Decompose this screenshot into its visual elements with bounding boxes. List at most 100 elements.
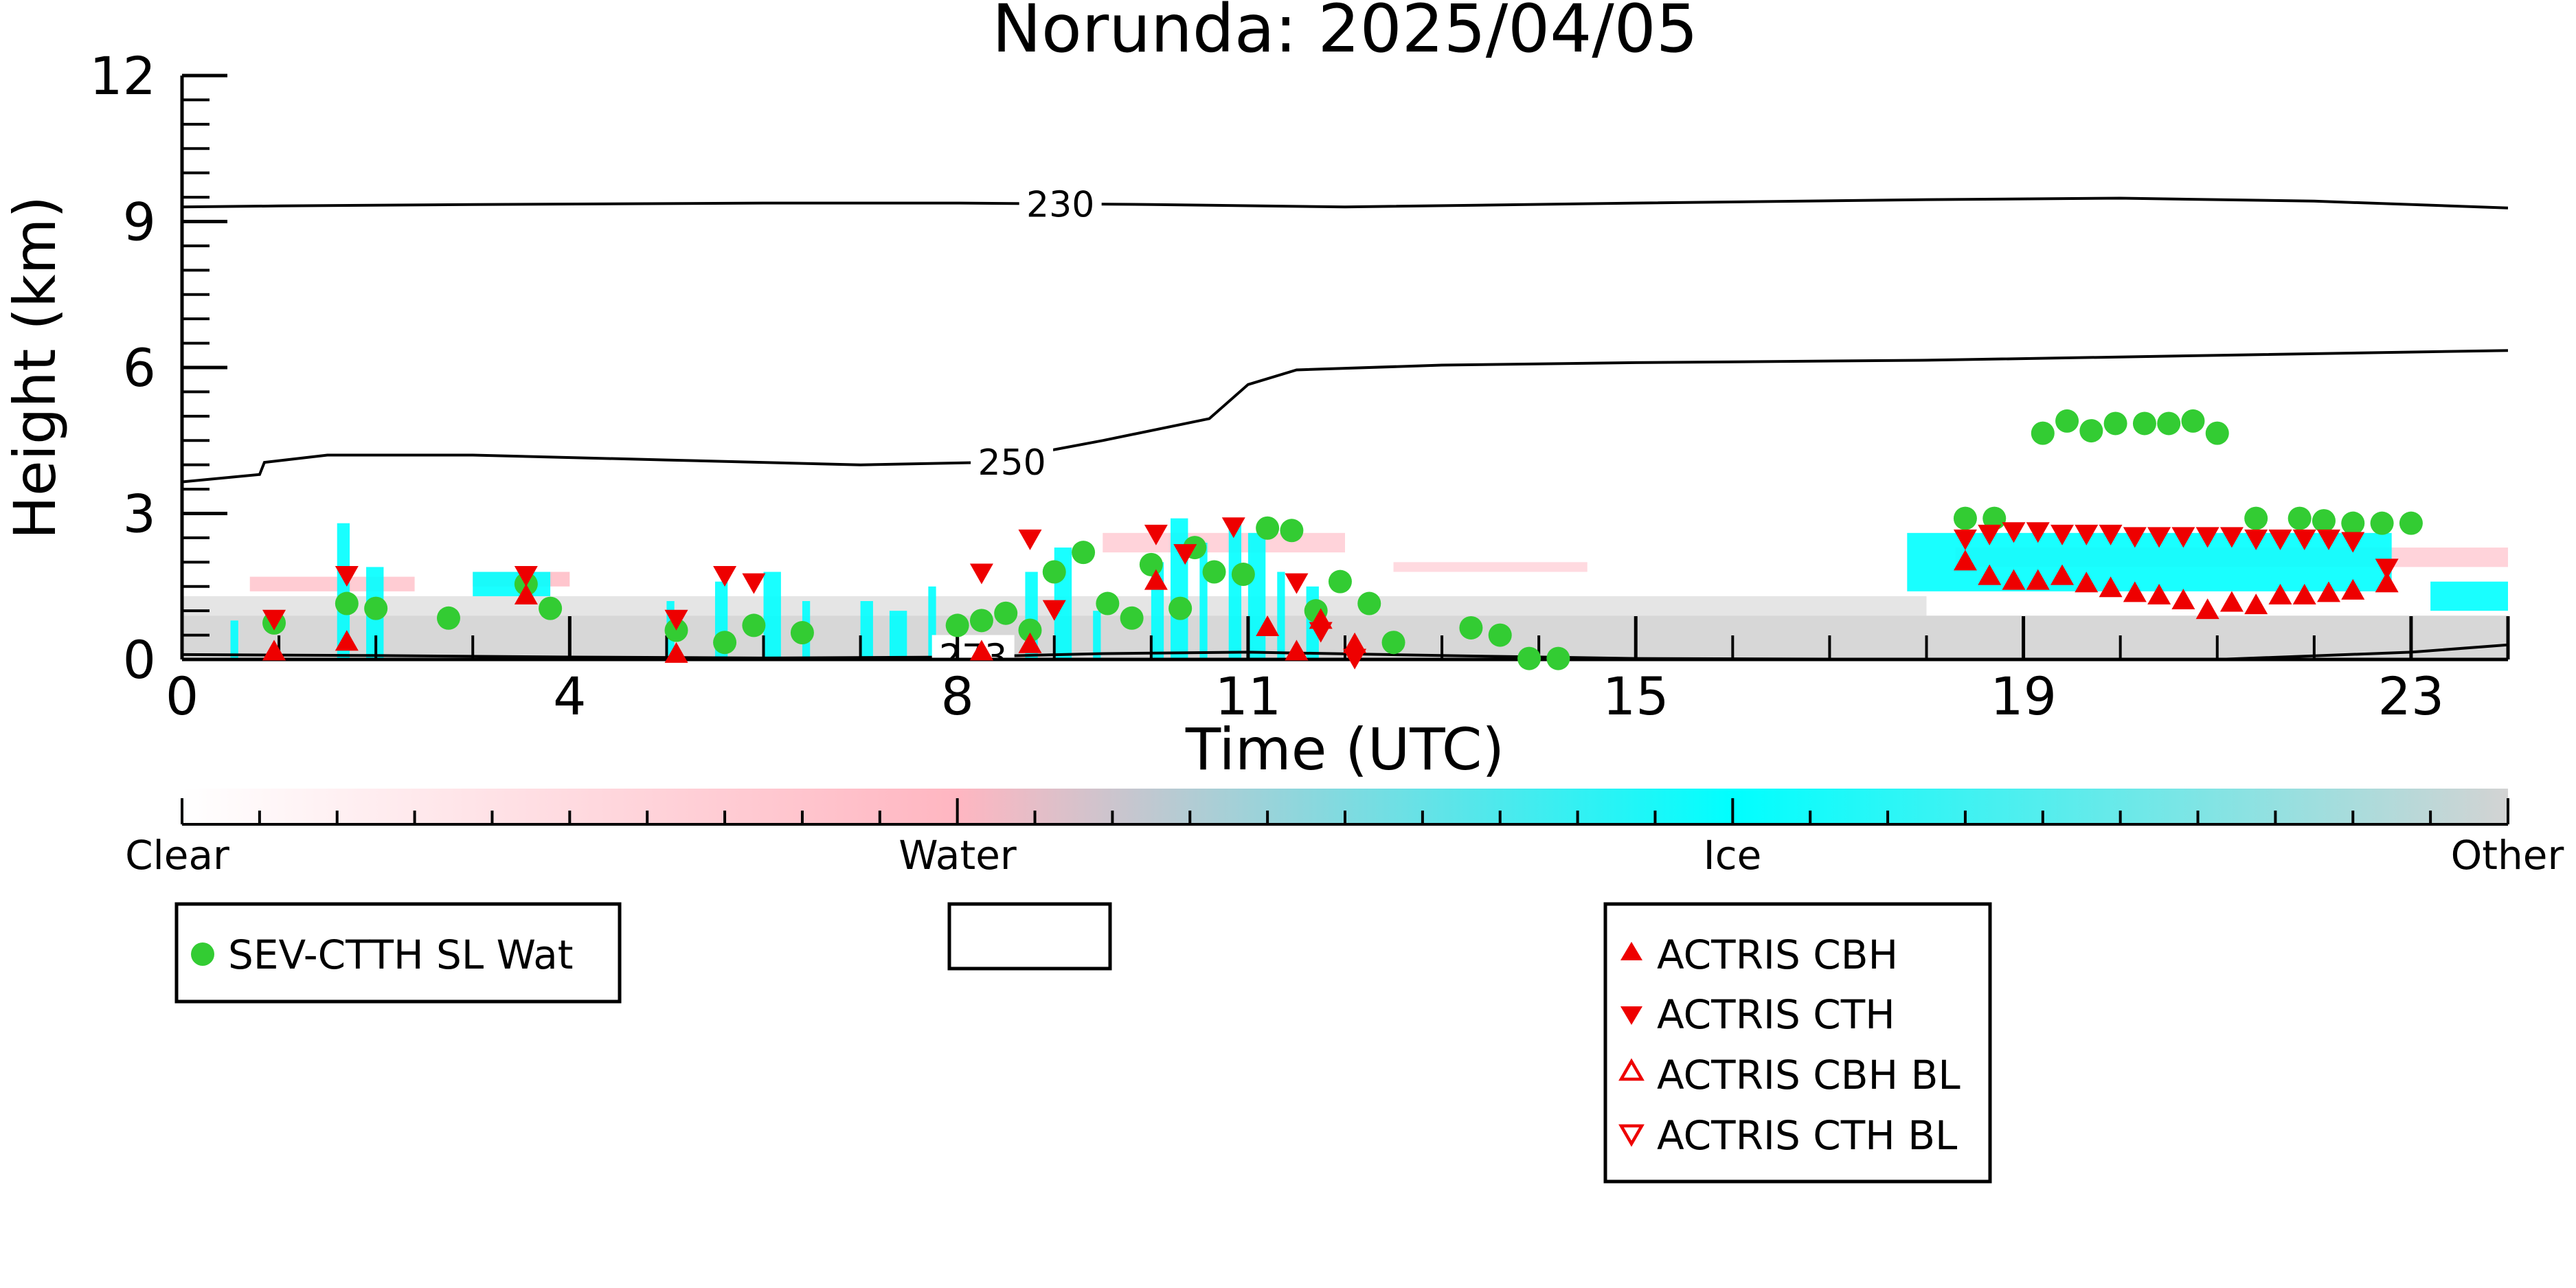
marker-sev-ctth-sl-wat — [1357, 591, 1381, 615]
marker-sev-ctth-sl-wat — [1546, 646, 1570, 670]
marker-actris-cth — [1173, 544, 1197, 565]
colorbar-label-water: Water — [899, 832, 1017, 879]
cloud-mask-column — [860, 601, 873, 659]
marker-sev-ctth-sl-wat — [1096, 591, 1120, 615]
marker-sev-ctth-sl-wat — [742, 613, 766, 637]
contour-label: 250 — [978, 442, 1046, 484]
marker-sev-ctth-sl-wat — [2157, 411, 2181, 436]
marker-actris-cbh — [2195, 598, 2219, 620]
marker-actris-cth — [2292, 529, 2316, 550]
marker-actris-cbh — [664, 642, 688, 663]
marker-actris-cbh — [514, 583, 538, 605]
marker-sev-ctth-sl-wat — [1381, 631, 1405, 655]
legend-label-sev-ctth: SEV-CTTH SL Wat — [228, 931, 574, 978]
y-tick-label: 9 — [123, 192, 156, 253]
x-tick-label: 19 — [1990, 666, 2057, 727]
marker-sev-ctth-sl-wat — [1072, 541, 1096, 565]
marker-actris-cth — [969, 563, 993, 585]
marker-actris-cbh — [2292, 583, 2316, 605]
marker-actris-cth — [1018, 529, 1042, 550]
marker-actris-cbh — [335, 630, 359, 651]
marker-actris-cth — [2026, 522, 2050, 543]
colorbar-label-clear: Clear — [125, 832, 229, 879]
marker-sev-ctth-sl-wat — [1982, 506, 2007, 530]
x-tick-label: 11 — [1215, 666, 1282, 727]
marker-actris-cth — [1285, 573, 1309, 594]
legend-label-actris-cbh: ACTRIS CBH — [1657, 931, 1898, 978]
cloud-mask-column — [337, 523, 350, 659]
marker-sev-ctth-sl-wat — [335, 591, 359, 615]
y-axis-label: Height (km) — [1, 196, 69, 539]
cloud-mask-block — [1393, 562, 1588, 572]
legend-label-actris-cth-bl: ACTRIS CTH BL — [1657, 1112, 1957, 1159]
colorbar-ticks — [181, 798, 2509, 824]
marker-sev-ctth-sl-wat — [2341, 511, 2365, 535]
marker-actris-cth — [2268, 529, 2292, 550]
marker-sev-ctth-sl-wat — [539, 596, 563, 620]
cloud-mask-column — [1093, 611, 1101, 659]
cloud-mask-column — [1247, 532, 1266, 659]
marker-sev-ctth-sl-wat — [969, 609, 993, 633]
marker-sev-ctth-sl-wat — [1120, 606, 1144, 630]
marker-actris-cth — [2075, 524, 2099, 545]
cloud-mask-column — [763, 572, 781, 659]
marker-actris-cbh — [1256, 615, 1280, 636]
marker-actris-cth — [2219, 527, 2244, 548]
cloud-mask-block — [2430, 581, 2508, 611]
marker-actris-cth — [1144, 524, 1168, 545]
marker-sev-ctth-sl-wat — [2244, 506, 2268, 530]
marker-actris-cbh — [2147, 583, 2171, 605]
marker-actris-cth — [2099, 524, 2123, 545]
marker-sev-ctth-sl-wat — [1202, 560, 1226, 584]
cloud-mask-column — [928, 586, 936, 659]
marker-actris-cbh — [2050, 564, 2075, 585]
marker-actris-cbh — [1018, 632, 1042, 653]
marker-actris-cbh — [2002, 569, 2026, 590]
marker-sev-ctth-sl-wat — [2312, 509, 2336, 533]
marker-sev-ctth-sl-wat — [2181, 409, 2205, 433]
marker-sev-ctth-sl-wat — [2399, 511, 2423, 535]
marker-actris-cth — [1343, 648, 1367, 670]
marker-actris-cbh — [2099, 576, 2123, 598]
contour-line — [182, 349, 2508, 484]
cloud-mask-block — [249, 576, 415, 591]
marker-actris-cbh — [1343, 632, 1367, 653]
marker-sev-ctth-sl-wat — [1168, 596, 1193, 620]
cloud-mask-column — [889, 611, 907, 659]
marker-sev-ctth-sl-wat — [1459, 615, 1483, 640]
x-tick-label: 23 — [2378, 666, 2445, 727]
marker-sev-ctth-sl-wat — [1328, 569, 1352, 594]
marker-actris-cbh — [262, 640, 286, 661]
marker-sev-ctth-sl-wat — [1042, 560, 1066, 584]
cloud-mask-column — [1199, 543, 1208, 659]
marker-actris-cth — [1953, 529, 1977, 550]
marker-actris-cth — [2244, 529, 2268, 550]
marker-actris-cbh — [2375, 572, 2399, 593]
legend-actris-frame — [1603, 902, 1992, 1184]
marker-sev-ctth-sl-wat — [1018, 618, 1042, 642]
marker-sev-ctth-sl-wat — [364, 596, 388, 620]
cloud-mask-column — [230, 620, 238, 659]
marker-actris-cth — [2050, 524, 2075, 545]
x-tick-label: 8 — [940, 666, 973, 727]
legend-actris: ACTRIS CBH ACTRIS CTH ACTRIS CBH BL ACTR… — [1603, 902, 1992, 1184]
marker-actris-cth — [2147, 527, 2171, 548]
legend-empty — [947, 902, 1112, 971]
marker-sev-ctth-sl-wat — [1517, 646, 1541, 670]
marker-sev-ctth-sl-wat — [1488, 623, 1512, 647]
cloud-mask-column — [1277, 572, 1285, 659]
x-tick-label: 4 — [553, 666, 586, 727]
marker-sev-ctth-sl-wat — [1280, 519, 1304, 543]
marker-sev-ctth-sl-wat — [2132, 411, 2156, 436]
marker-sev-ctth-sl-wat — [2031, 421, 2055, 445]
marker-actris-cbh — [2075, 572, 2099, 593]
marker-actris-cth — [335, 566, 359, 587]
marker-actris-cth — [2002, 522, 2026, 543]
colorbar-label-other: Other — [2451, 832, 2564, 879]
y-ticks: 0 3 6 9 12 — [89, 45, 227, 690]
marker-actris-cth — [1221, 517, 1245, 539]
marker-sev-ctth-sl-wat — [2079, 419, 2103, 443]
marker-actris-cbh — [1953, 550, 1977, 571]
contour-label-bg — [971, 440, 1054, 485]
